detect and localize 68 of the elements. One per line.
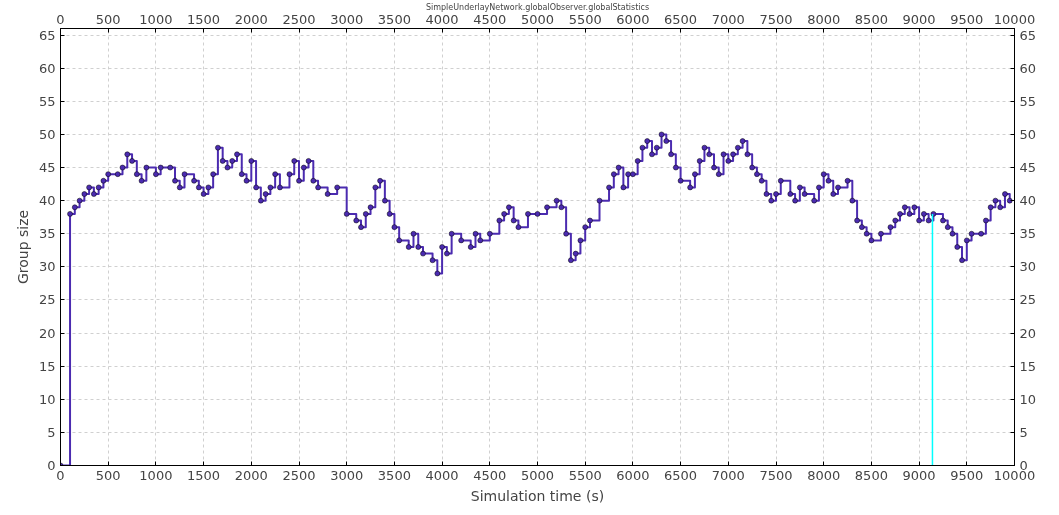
x-tick-label: 2000 <box>234 467 268 483</box>
x2-tick-label: 1500 <box>187 11 221 27</box>
y2-tick-label: 55 <box>1019 93 1037 109</box>
x-tick-label: 500 <box>95 467 121 483</box>
x2-tick-label: 10000 <box>993 11 1036 27</box>
y2-tick-label: 5 <box>1019 424 1028 440</box>
y2-tick-label: 25 <box>1019 292 1037 308</box>
y-tick-label: 50 <box>38 126 56 142</box>
x-tick-label: 5000 <box>520 467 555 483</box>
x-tick-label: 7500 <box>759 467 793 483</box>
x-axis-title: Simulation time (s) <box>470 487 605 504</box>
x-tick-label: 4500 <box>473 467 507 483</box>
x-tick-label: 6000 <box>616 467 650 483</box>
x2-tick-label: 7000 <box>711 11 745 27</box>
y2-tick-label: 40 <box>1019 193 1037 209</box>
x-tick-label: 1500 <box>187 467 221 483</box>
x-tick-label: 2500 <box>282 467 316 483</box>
y-tick-label: 5 <box>47 424 56 440</box>
x2-tick-label: 1000 <box>139 11 173 27</box>
y2-tick-label: 15 <box>1019 358 1037 374</box>
x2-tick-label: 7500 <box>759 11 793 27</box>
y2-tick-label: 45 <box>1019 160 1037 176</box>
x-tick-label: 8000 <box>807 467 841 483</box>
x-tick-label: 8500 <box>854 467 888 483</box>
y2-tick-label: 60 <box>1019 60 1037 76</box>
x2-tick-label: 9000 <box>902 11 936 27</box>
y-axis-title: Group size <box>14 209 31 285</box>
y2-tick-label: 20 <box>1019 325 1037 341</box>
y2-tick-label: 30 <box>1019 259 1037 275</box>
x-tick-label: 4000 <box>425 467 459 483</box>
x-tick-label: 7000 <box>711 467 745 483</box>
y-tick-label: 25 <box>38 292 56 308</box>
y2-tick-label: 35 <box>1019 226 1037 242</box>
x2-tick-label: 3500 <box>377 11 411 27</box>
x-tick-label: 6500 <box>664 467 698 483</box>
chart-title: SimpleUnderlayNetwork.globalObserver.globalStatistics <box>425 2 650 12</box>
x2-tick-label: 2500 <box>282 11 316 27</box>
x-tick-label: 5500 <box>568 467 602 483</box>
y-tick-label: 30 <box>38 259 56 275</box>
y-tick-label: 10 <box>38 391 56 407</box>
x2-tick-label: 6500 <box>664 11 698 27</box>
x-tick-label: 1000 <box>139 467 173 483</box>
x2-tick-label: 8000 <box>807 11 841 27</box>
y-tick-label: 20 <box>38 325 56 341</box>
x2-tick-label: 6000 <box>616 11 650 27</box>
x-tick-label: 3500 <box>377 467 411 483</box>
x-tick-label: 9000 <box>902 467 936 483</box>
x-tick-label: 9500 <box>950 467 984 483</box>
x2-tick-label: 4500 <box>473 11 507 27</box>
x2-tick-label: 2000 <box>234 11 268 27</box>
x-tick-label: 3000 <box>330 467 364 483</box>
y-tick-label: 60 <box>38 60 56 76</box>
y2-tick-label: 65 <box>1019 27 1037 43</box>
y-tick-label: 40 <box>38 193 56 209</box>
x2-tick-label: 5500 <box>568 11 602 27</box>
y2-tick-label: 50 <box>1019 126 1037 142</box>
y2-tick-label: 10 <box>1019 391 1037 407</box>
y-tick-label: 65 <box>38 27 56 43</box>
x2-tick-label: 5000 <box>520 11 555 27</box>
y-tick-label: 45 <box>38 160 56 176</box>
x2-tick-label: 4000 <box>425 11 459 27</box>
y-tick-label: 55 <box>38 93 56 109</box>
x2-tick-label: 500 <box>95 11 121 27</box>
y-tick-label: 35 <box>38 226 56 242</box>
y-tick-label: 15 <box>38 358 56 374</box>
x2-tick-label: 8500 <box>854 11 888 27</box>
x2-tick-label: 9500 <box>950 11 984 27</box>
x2-tick-label: 3000 <box>330 11 364 27</box>
